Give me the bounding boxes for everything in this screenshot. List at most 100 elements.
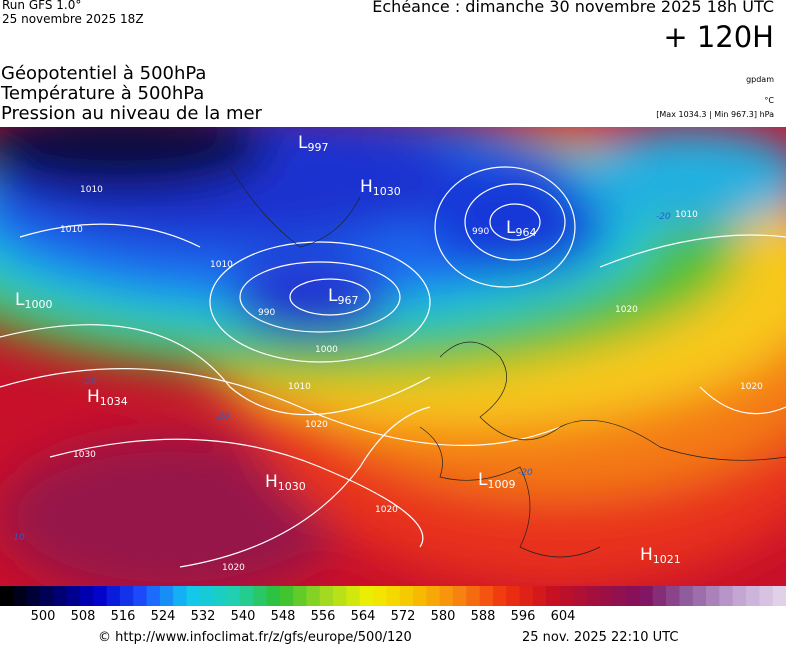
colorbar-swatch bbox=[626, 586, 640, 606]
colorbar bbox=[0, 586, 786, 606]
isobar-label: 1010 bbox=[288, 382, 311, 392]
colorbar-swatch bbox=[679, 586, 694, 606]
isobar-label: 1020 bbox=[222, 563, 245, 573]
colorbar-swatch bbox=[106, 586, 121, 606]
colorbar-swatch bbox=[706, 586, 720, 606]
colorbar-swatch bbox=[759, 586, 774, 606]
isobar-label: 1010 bbox=[60, 225, 83, 235]
colorbar-swatch bbox=[479, 586, 494, 606]
colorbar-tick-label: 508 bbox=[70, 609, 96, 624]
colorbar-swatch bbox=[146, 586, 161, 606]
isobar-label: 1020 bbox=[305, 420, 328, 430]
unit: °C bbox=[764, 96, 774, 105]
colorbar-swatch bbox=[586, 586, 600, 606]
isobar-label: 1020 bbox=[615, 305, 638, 315]
colorbar-swatch bbox=[466, 586, 481, 606]
run: Run GFS 1.0° bbox=[2, 0, 82, 12]
colorbar-swatch bbox=[226, 586, 241, 606]
colorbar-tick-label: 588 bbox=[470, 609, 496, 624]
map bbox=[0, 127, 786, 586]
isobar-label: 1010 bbox=[80, 185, 103, 195]
title: Géopotentiel à 500hPa bbox=[1, 63, 207, 84]
colorbar-swatch bbox=[279, 586, 294, 606]
pressure-center: H1034 bbox=[87, 387, 128, 408]
pressure-center: H1021 bbox=[640, 545, 681, 566]
run-date: 25 novembre 2025 18Z bbox=[2, 12, 144, 26]
colorbar-swatch bbox=[532, 586, 547, 606]
colorbar-swatch bbox=[746, 586, 760, 606]
colorbar-swatch bbox=[26, 586, 41, 606]
colorbar-swatch bbox=[426, 586, 441, 606]
pressure-center: L967 bbox=[328, 286, 359, 307]
colorbar-swatch bbox=[213, 586, 227, 606]
colorbar-swatch bbox=[266, 586, 281, 606]
colorbar-swatch bbox=[732, 586, 747, 606]
colorbar-swatch bbox=[373, 586, 387, 606]
colorbar-swatch bbox=[53, 586, 68, 606]
colorbar-tick-label: 556 bbox=[310, 609, 336, 624]
colorbar-tick-label: 540 bbox=[230, 609, 256, 624]
colorbar-swatch bbox=[133, 586, 148, 606]
colorbar-tick-label: 596 bbox=[510, 609, 536, 624]
isobar-label: 1010 bbox=[210, 260, 233, 270]
colorbar-swatch bbox=[666, 586, 680, 606]
colorbar-swatch bbox=[599, 586, 614, 606]
colorbar-swatch bbox=[612, 586, 627, 606]
colorbar-swatch bbox=[253, 586, 267, 606]
colorbar-swatch bbox=[772, 586, 786, 606]
coastlines bbox=[229, 166, 786, 558]
colorbar-swatch bbox=[346, 586, 361, 606]
colorbar-tick-label: 548 bbox=[270, 609, 296, 624]
colorbar-swatch bbox=[66, 586, 81, 606]
pressure-center: H1030 bbox=[360, 177, 401, 198]
colorbar-swatch bbox=[239, 586, 254, 606]
colorbar-swatch bbox=[159, 586, 174, 606]
colorbar-swatch bbox=[173, 586, 188, 606]
colorbar-tick-label: 564 bbox=[350, 609, 376, 624]
pressure-center: L964 bbox=[506, 218, 537, 239]
colorbar-swatch bbox=[572, 586, 587, 606]
temperature-label: -20 bbox=[215, 412, 230, 422]
colorbar-swatch bbox=[506, 586, 521, 606]
temperature-label: -20 bbox=[82, 377, 97, 387]
isobar-label: 990 bbox=[258, 308, 276, 318]
colorbar-swatch bbox=[692, 586, 707, 606]
colorbar-swatch bbox=[39, 586, 54, 606]
colorbar-swatch bbox=[412, 586, 427, 606]
temperature-label: -10 bbox=[10, 533, 25, 543]
colorbar-swatch bbox=[359, 586, 374, 606]
pressure-center: L1000 bbox=[15, 290, 53, 311]
pressure-center: L997 bbox=[298, 133, 329, 154]
colorbar-tick-label: 580 bbox=[430, 609, 456, 624]
pressure-center: L1009 bbox=[478, 470, 516, 491]
lead-time: + 120H bbox=[663, 20, 774, 54]
colorbar-swatch bbox=[306, 586, 321, 606]
colorbar-swatch bbox=[719, 586, 734, 606]
colorbar-swatch bbox=[186, 586, 201, 606]
colorbar-swatch bbox=[639, 586, 654, 606]
colorbar-swatch bbox=[199, 586, 214, 606]
footer-url: © http://www.infoclimat.fr/z/gfs/europe/… bbox=[98, 630, 412, 645]
colorbar-swatch bbox=[652, 586, 667, 606]
colorbar-swatch bbox=[519, 586, 534, 606]
colorbar-tick-label: 500 bbox=[30, 609, 56, 624]
unit: gpdam bbox=[746, 75, 774, 84]
colorbar-swatch bbox=[492, 586, 507, 606]
temperature-label: -20 bbox=[518, 468, 533, 478]
colorbar-swatch bbox=[386, 586, 401, 606]
footer-timestamp: 25 nov. 2025 22:10 UTC bbox=[522, 630, 679, 645]
title: Température à 500hPa bbox=[1, 83, 205, 104]
colorbar-swatch bbox=[79, 586, 94, 606]
colorbar-swatch bbox=[399, 586, 414, 606]
colorbar-swatch bbox=[546, 586, 561, 606]
colorbar-swatch bbox=[439, 586, 454, 606]
temperature-label: -20 bbox=[656, 212, 671, 222]
valid-time: Echéance : dimanche 30 novembre 2025 18h… bbox=[372, 0, 774, 16]
colorbar-tick-label: 516 bbox=[110, 609, 136, 624]
colorbar-swatch bbox=[293, 586, 307, 606]
pressure-center: H1030 bbox=[265, 472, 306, 493]
colorbar-tick-label: 572 bbox=[390, 609, 416, 624]
isobar-label: 1020 bbox=[375, 505, 398, 515]
unit: [Max 1034.3 | Min 967.3] hPa bbox=[656, 110, 774, 119]
